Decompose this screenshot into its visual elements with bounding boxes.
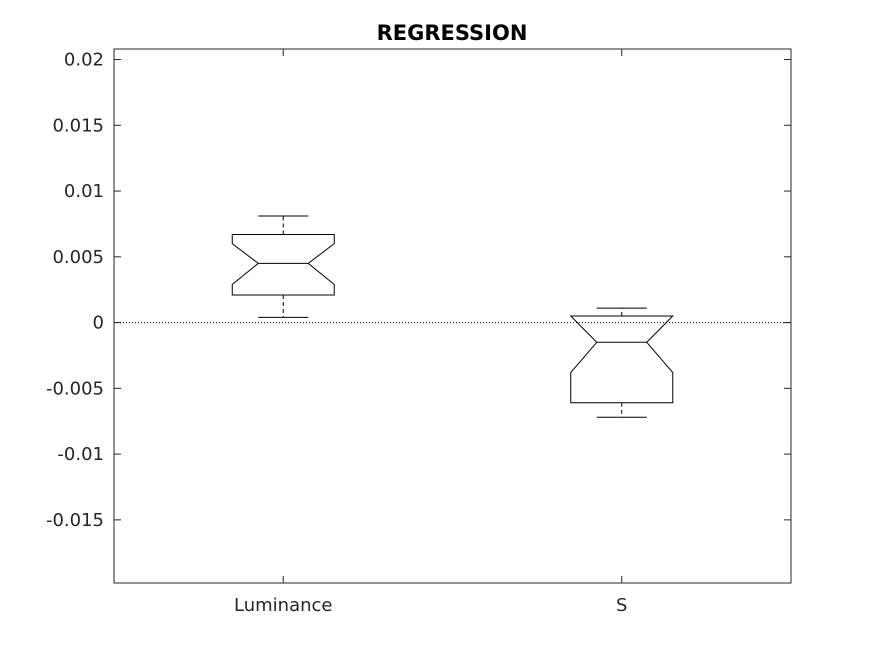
y-tick-label: 0.01 xyxy=(64,181,104,202)
box-s xyxy=(569,315,674,404)
y-tick-label: 0.02 xyxy=(64,50,104,71)
axes-frame xyxy=(113,48,792,584)
y-tick-label: 0.005 xyxy=(52,247,104,268)
chart-title: REGRESSION xyxy=(377,21,528,45)
y-tick-label: 0.015 xyxy=(52,115,104,136)
x-tick-label: Luminance xyxy=(234,595,332,616)
y-tick-label: -0.015 xyxy=(46,510,104,531)
y-tick-label: -0.005 xyxy=(46,378,104,399)
plot-area: -0.015 -0.01 -0.005 0 0.005 0.01 0.015 0.02 Lumi… xyxy=(46,48,792,616)
x-tick-label: S xyxy=(616,595,627,616)
y-tick-label: -0.01 xyxy=(57,444,104,465)
box-luminance xyxy=(231,233,335,296)
y-tick-label: 0 xyxy=(93,313,104,334)
